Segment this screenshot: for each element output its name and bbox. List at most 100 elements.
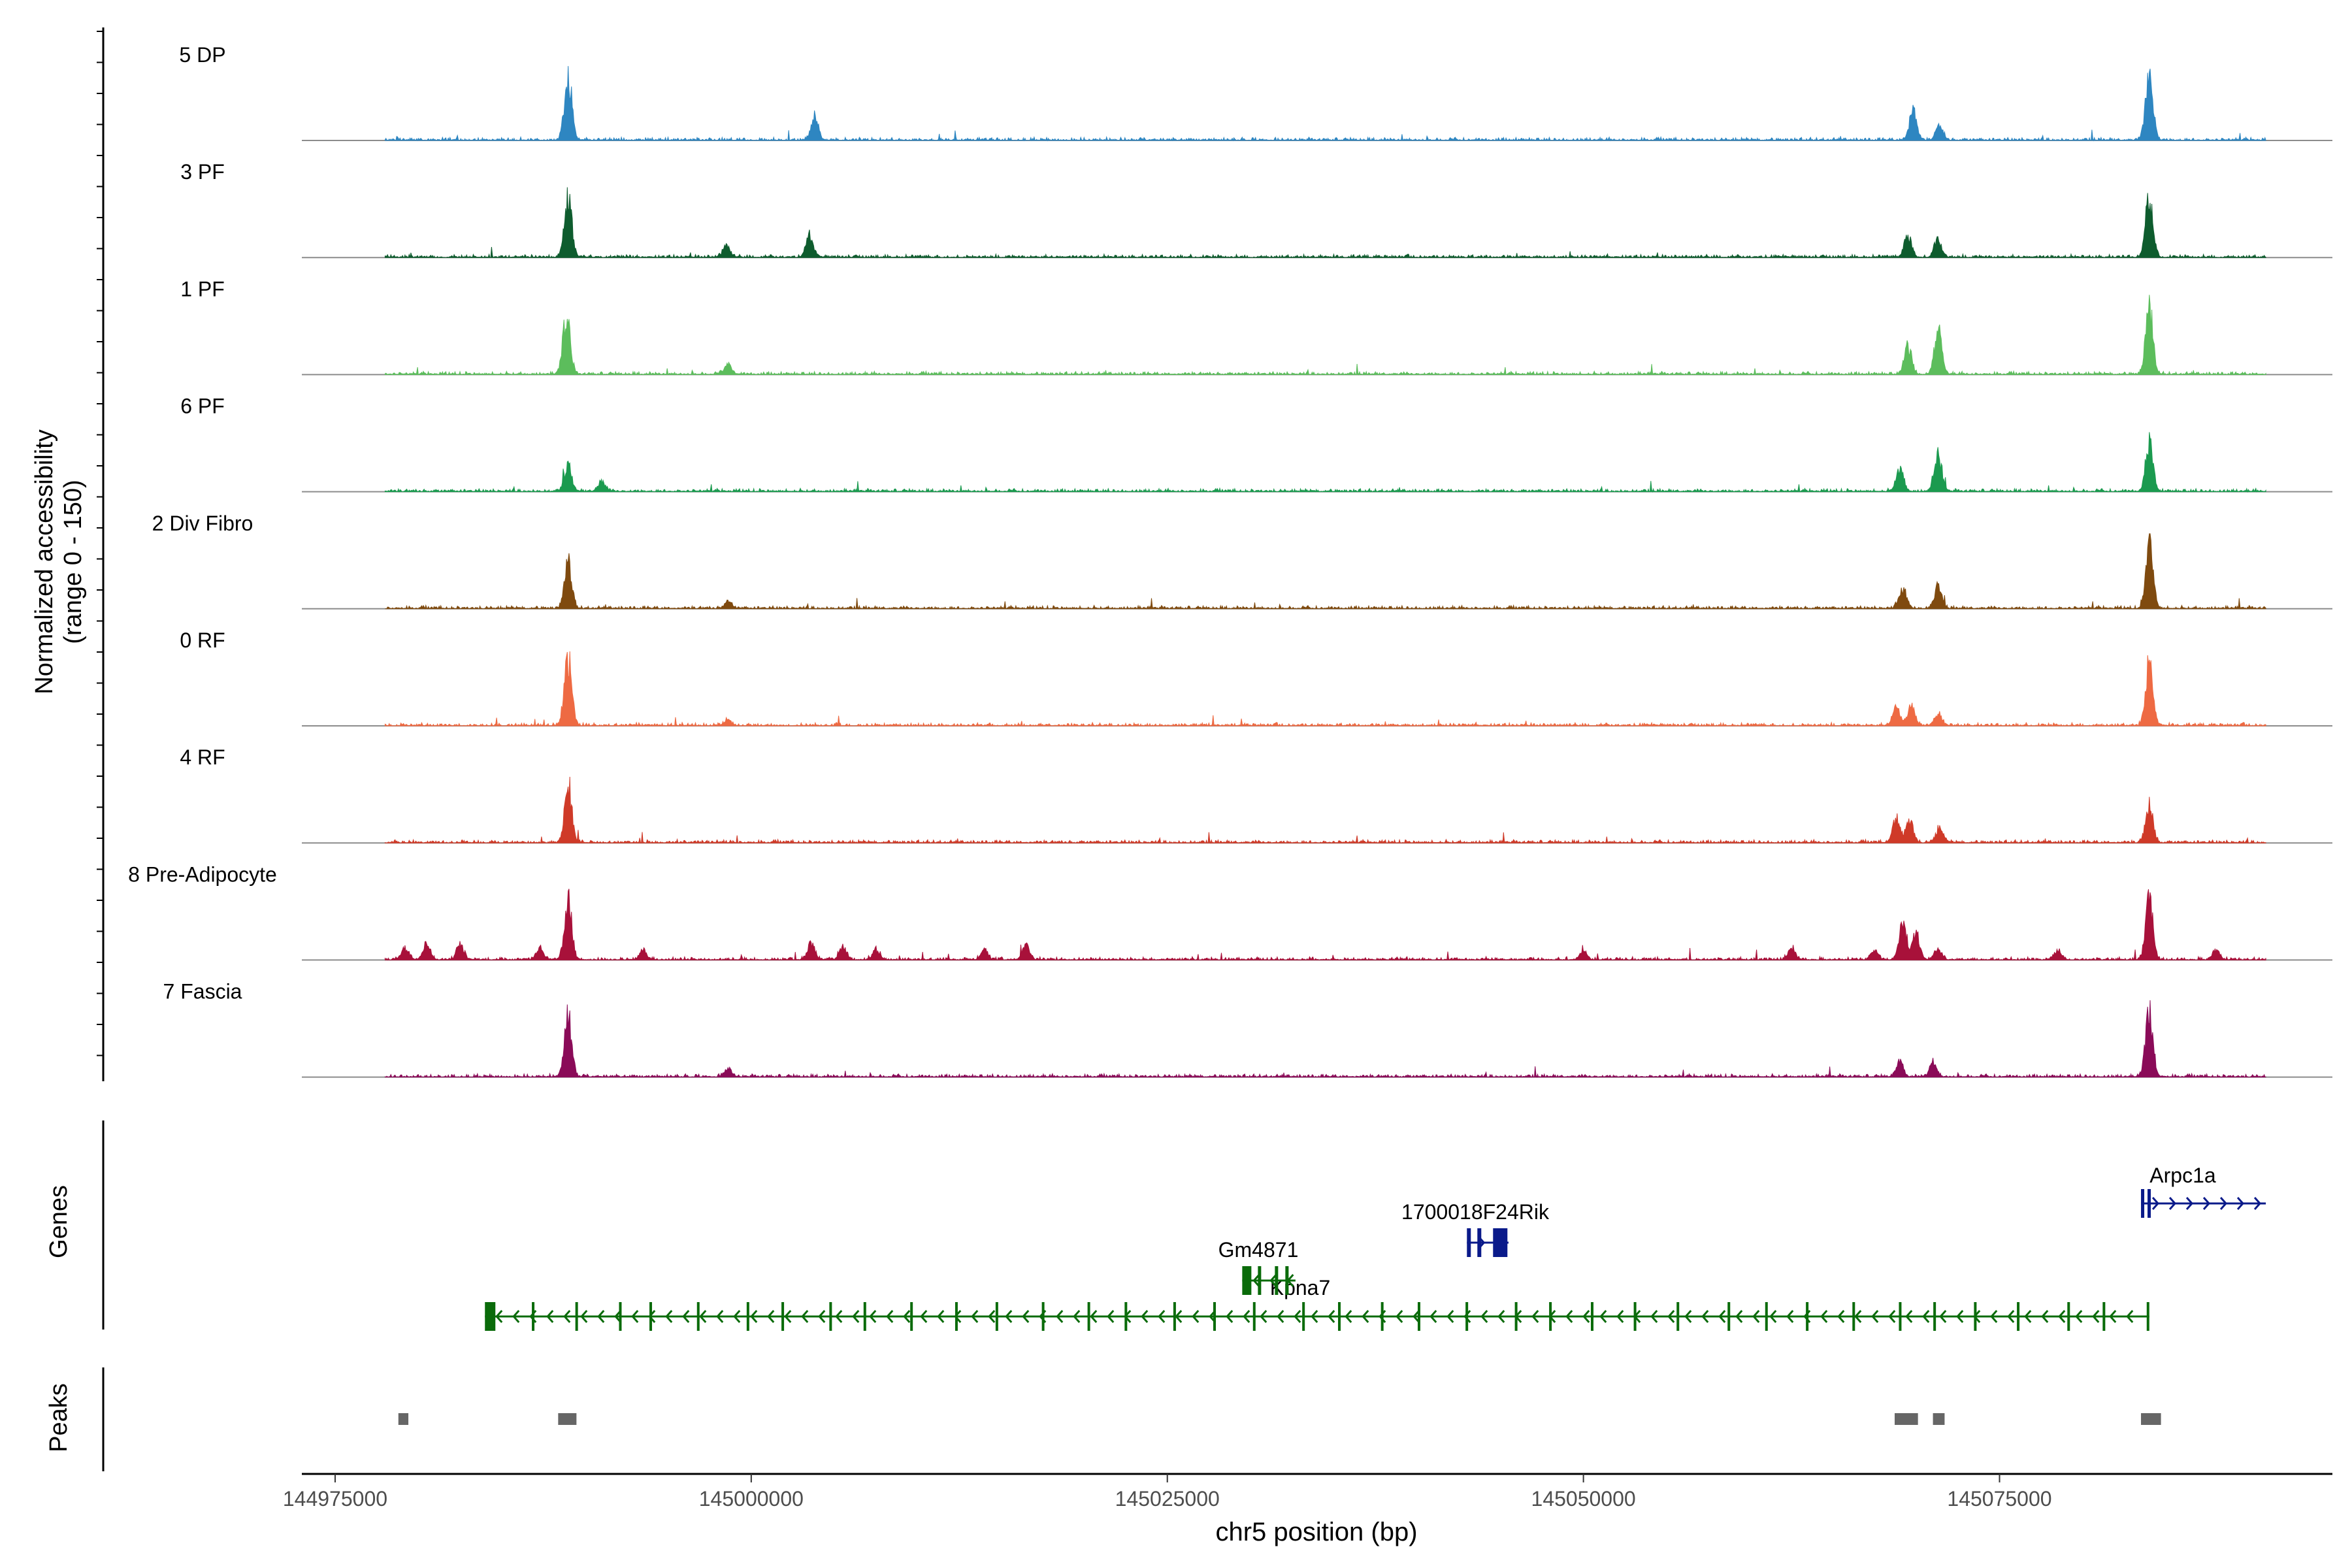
- gene-exon: [1380, 1302, 1384, 1331]
- gene-strand-arrow: [1090, 1310, 1098, 1323]
- coverage-area: [384, 295, 2266, 376]
- gene-exon: [1258, 1266, 1262, 1295]
- gene-exon: [1477, 1228, 1482, 1257]
- gene-strand-arrow: [580, 1310, 588, 1323]
- gene-exon: [863, 1302, 866, 1331]
- gene-strand-arrow: [2075, 1310, 2083, 1323]
- peaks-panel: [102, 1367, 2161, 1471]
- gene-label: Kpna7: [1270, 1276, 1331, 1299]
- gene-strand-arrow: [1956, 1310, 1964, 1323]
- gene-strand-arrow: [597, 1310, 605, 1323]
- gene-exon: [1727, 1302, 1731, 1331]
- gene-strand-arrow: [1820, 1310, 1828, 1323]
- coverage-track: 5 DP: [179, 43, 2332, 142]
- gene-strand-arrow: [1328, 1310, 1335, 1323]
- gene-model: Gm4871: [1218, 1238, 1298, 1295]
- coverage-area: [384, 889, 2266, 961]
- gene-exon: [575, 1302, 578, 1331]
- gene-strand-arrow: [1269, 1274, 1277, 1287]
- gene-strand-arrow: [682, 1310, 690, 1323]
- gene-strand-arrow: [1480, 1310, 1488, 1323]
- gene-strand-arrow: [1735, 1310, 1743, 1323]
- gene-exon: [485, 1302, 496, 1331]
- coverage-area: [384, 187, 2266, 259]
- gene-exon: [1252, 1302, 1256, 1331]
- gene-strand-arrow: [801, 1310, 809, 1323]
- gene-strand-arrow: [1294, 1310, 1301, 1323]
- x-tick-label: 145050000: [1531, 1487, 1636, 1511]
- gene-strand-arrow: [2109, 1310, 2117, 1323]
- gene-strand-arrow: [1497, 1310, 1505, 1323]
- track-label: 8 Pre-Adipocyte: [128, 862, 277, 886]
- gene-strand-arrow: [784, 1310, 792, 1323]
- x-tick-label: 144975000: [283, 1487, 387, 1511]
- gene-exon: [1590, 1302, 1593, 1331]
- peak-region: [558, 1413, 577, 1425]
- gene-strand-arrow: [1277, 1310, 1284, 1323]
- gene-strand-arrow: [2236, 1197, 2245, 1210]
- gene-strand-arrow: [1871, 1310, 1879, 1323]
- coverage-area: [384, 66, 2266, 142]
- gene-exon: [1213, 1302, 1216, 1331]
- gene-strand-arrow: [1684, 1310, 1692, 1323]
- x-axis-title: chr5 position (bp): [1215, 1518, 1417, 1546]
- gene-exon: [1275, 1266, 1279, 1295]
- gene-exon: [1302, 1302, 1305, 1331]
- gene-strand-arrow: [767, 1310, 775, 1323]
- gene-exon: [1087, 1302, 1090, 1331]
- gene-exon: [1852, 1302, 1855, 1331]
- gene-exon: [1041, 1302, 1045, 1331]
- coverage-tracks: 5 DP 3 PF 1 PF 6 PF 2 Div Fibro 0 RF 4 RF 8 Pre…: [97, 27, 2332, 1081]
- gene-exon: [1338, 1302, 1341, 1331]
- gene-strand-arrow: [1107, 1310, 1115, 1323]
- coverage-track: 1 PF: [180, 277, 2332, 376]
- gene-strand-arrow: [631, 1310, 639, 1323]
- gene-strand-arrow: [1463, 1310, 1471, 1323]
- peaks-panel-label: Peaks: [45, 1383, 73, 1452]
- gene-strand-arrow: [886, 1310, 894, 1323]
- track-label: 7 Fascia: [163, 980, 242, 1004]
- gene-exon: [619, 1302, 622, 1331]
- gene-strand-arrow: [2151, 1197, 2160, 1210]
- gene-exon: [1467, 1228, 1471, 1257]
- gene-strand-arrow: [1939, 1310, 1947, 1323]
- gene-exon: [1514, 1302, 1518, 1331]
- gene-exon: [1493, 1228, 1497, 1257]
- gene-strand-arrow: [733, 1310, 741, 1323]
- gene-strand-arrow: [1582, 1310, 1590, 1323]
- coverage-track: 2 Div Fibro: [152, 512, 2332, 610]
- gene-strand-arrow: [1616, 1310, 1624, 1323]
- gene-strand-arrow: [1854, 1310, 1862, 1323]
- gene-strand-arrow: [903, 1310, 911, 1323]
- gene-exon: [1417, 1302, 1420, 1331]
- gene-annotation-panel: Kpna7 Gm4871 1700018F24Rik Arpc1a: [102, 1120, 2266, 1331]
- peak-region: [398, 1413, 409, 1425]
- coverage-area: [384, 432, 2266, 493]
- gene-strand-arrow: [1531, 1310, 1539, 1323]
- gene-strand-arrow: [1990, 1310, 1998, 1323]
- gene-strand-arrow: [1413, 1310, 1420, 1323]
- gene-exon: [1124, 1302, 1128, 1331]
- gene-strand-arrow: [1565, 1310, 1573, 1323]
- gene-strand-arrow: [2202, 1197, 2211, 1210]
- gene-strand-arrow: [2168, 1197, 2177, 1210]
- x-axis: 144975000 145000000 145025000 145050000 1450…: [283, 1473, 2332, 1511]
- x-tick-label: 145075000: [1947, 1487, 2051, 1511]
- track-label: 1 PF: [180, 277, 225, 301]
- gene-strand-arrow: [1599, 1310, 1607, 1323]
- gene-strand-arrow: [2253, 1197, 2262, 1210]
- gene-exon: [2148, 1189, 2151, 1218]
- gene-strand-arrow: [1243, 1310, 1250, 1323]
- gene-exon: [2141, 1189, 2145, 1218]
- coverage-track: 8 Pre-Adipocyte: [128, 862, 2332, 961]
- x-tick-label: 145025000: [1115, 1487, 1220, 1511]
- gene-strand-arrow: [937, 1310, 945, 1323]
- gene-strand-arrow: [1192, 1310, 1200, 1323]
- gene-exon: [995, 1302, 998, 1331]
- gene-strand-arrow: [2024, 1310, 2032, 1323]
- gene-strand-arrow: [1056, 1310, 1064, 1323]
- gene-strand-arrow: [1888, 1310, 1896, 1323]
- gene-strand-arrow: [1667, 1310, 1675, 1323]
- gene-strand-arrow: [1905, 1310, 1913, 1323]
